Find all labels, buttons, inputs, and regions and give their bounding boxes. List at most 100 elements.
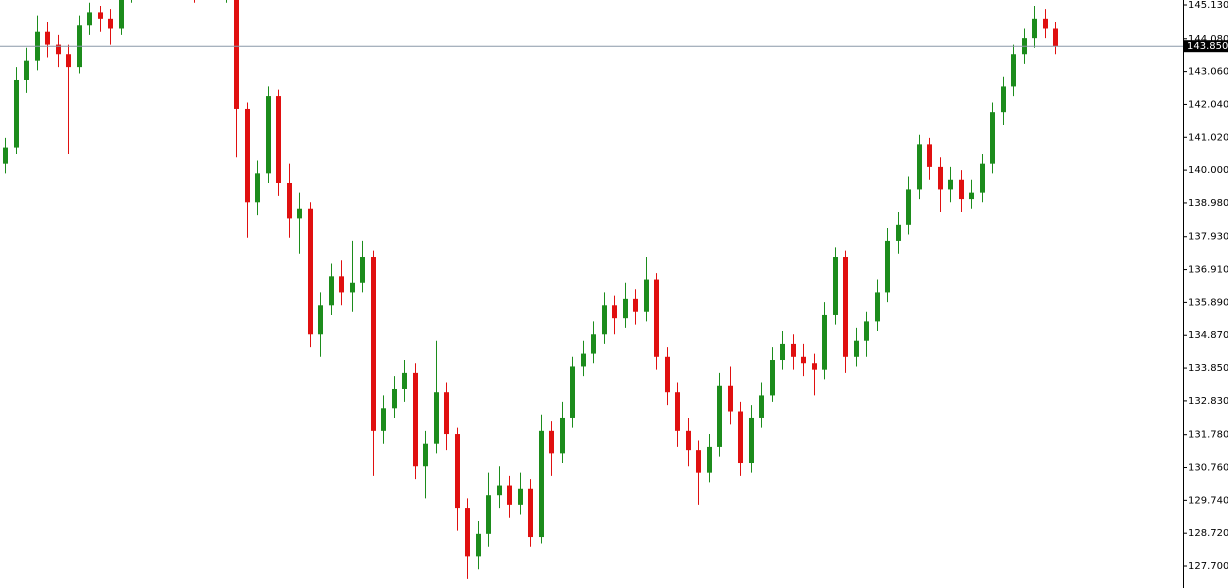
candle-body [1011, 54, 1016, 87]
candle-body [717, 385, 722, 447]
candle-body [3, 147, 8, 164]
candle-body [371, 257, 376, 431]
candle-body [854, 340, 859, 357]
candle-body [696, 450, 701, 473]
candle-body [297, 208, 302, 219]
candle-body [245, 108, 250, 203]
candle-body [318, 305, 323, 335]
y-tick-label: 129.740 [1188, 495, 1228, 506]
candle-body [969, 192, 974, 200]
candle-body [686, 430, 691, 451]
current-price-label: 143.850 [1187, 41, 1228, 52]
candle-body [392, 388, 397, 409]
candle-body [591, 334, 596, 354]
candle-body [980, 163, 985, 193]
y-tick-label: 143.060 [1188, 67, 1228, 78]
y-tick-label: 140.000 [1188, 165, 1228, 176]
candle-body [612, 305, 617, 319]
current-price-box [1184, 40, 1228, 53]
candle-body [381, 408, 386, 431]
candle-body [266, 96, 271, 174]
candle-body [87, 12, 92, 26]
candle-body [833, 257, 838, 315]
y-tick-label: 127.700 [1188, 561, 1228, 572]
y-tick-label: 136.910 [1188, 265, 1228, 276]
candle-body [518, 488, 523, 505]
y-tick-label: 141.020 [1188, 132, 1228, 143]
candle-body [234, 0, 239, 109]
candle-body [455, 434, 460, 509]
y-tick-label: 138.980 [1188, 198, 1228, 209]
candle-body [14, 79, 19, 148]
y-tick-label: 132.830 [1188, 396, 1228, 407]
candle-body [486, 495, 491, 534]
candle-body [917, 144, 922, 190]
candle-body [885, 240, 890, 293]
candle-body [749, 417, 754, 464]
candle-body [507, 485, 512, 505]
candle-body [119, 0, 124, 29]
candle-body [665, 356, 670, 393]
candle-body [1053, 28, 1058, 47]
y-tick-label: 137.930 [1188, 232, 1228, 243]
candle-body [329, 276, 334, 306]
y-tick-label: 135.890 [1188, 297, 1228, 308]
candle-body [791, 343, 796, 357]
candle-body [822, 314, 827, 370]
candle-body [465, 508, 470, 557]
candle-body [843, 257, 848, 357]
candle-body [560, 417, 565, 454]
candle-body [707, 446, 712, 473]
candle-body [602, 305, 607, 335]
candle-body [990, 112, 995, 164]
candle-body [633, 298, 638, 312]
y-tick-label: 142.040 [1188, 99, 1228, 110]
candle-body [413, 372, 418, 467]
candle-body [644, 279, 649, 312]
y-tick-label: 144.080 [1188, 34, 1228, 45]
candle-body [360, 257, 365, 283]
candle-body [1043, 18, 1048, 29]
candle-body [108, 18, 113, 29]
y-tick-label: 145.130 [1188, 0, 1228, 11]
candle-body [927, 144, 932, 167]
y-tick-label: 128.720 [1188, 528, 1228, 539]
candle-body [738, 411, 743, 464]
candle-body [875, 292, 880, 322]
candle-body [45, 31, 50, 45]
candle-body [423, 443, 428, 467]
candle-body [539, 430, 544, 538]
plot-area [3, 0, 1058, 579]
candle-body [581, 353, 586, 367]
candle-body [938, 166, 943, 190]
candle-body [66, 54, 71, 68]
y-tick-label: 131.780 [1188, 430, 1228, 441]
candle-body [675, 392, 680, 431]
y-tick-label: 130.760 [1188, 463, 1228, 474]
candle-body [1001, 86, 1006, 113]
candle-body [570, 366, 575, 418]
candle-body [770, 360, 775, 396]
candle-body [308, 208, 313, 335]
candle-body [434, 392, 439, 444]
candle-body [350, 282, 355, 293]
y-tick-label: 134.870 [1188, 330, 1228, 341]
candle-body [444, 392, 449, 435]
candle-body [623, 298, 628, 319]
candle-body [801, 356, 806, 364]
candle-body [948, 179, 953, 190]
candle-body [549, 430, 554, 454]
candle-body [812, 363, 817, 370]
candle-body [402, 372, 407, 389]
candle-body [906, 189, 911, 225]
candle-body [98, 12, 103, 19]
candle-body [287, 182, 292, 219]
y-tick-label: 133.850 [1188, 363, 1228, 374]
candle-body [476, 533, 481, 557]
candle-body [959, 179, 964, 200]
candle-body [896, 224, 901, 241]
candle-body [497, 485, 502, 496]
candle-body [255, 173, 260, 203]
